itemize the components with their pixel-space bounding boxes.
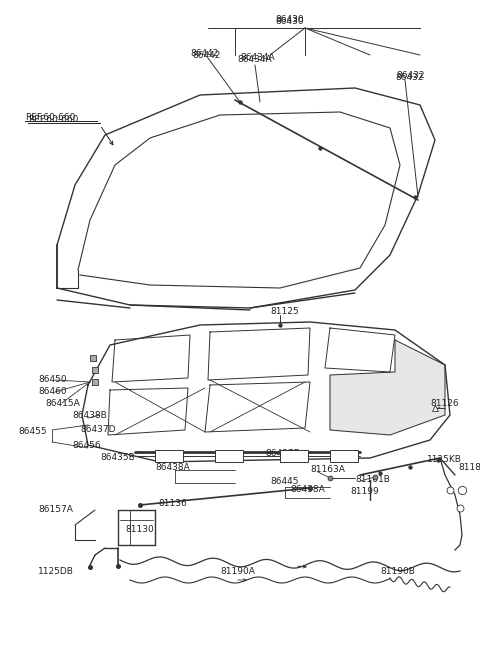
- Text: 86456: 86456: [72, 441, 101, 449]
- Text: 81163A: 81163A: [310, 466, 345, 474]
- Text: 81199: 81199: [350, 487, 379, 496]
- Text: 81136: 81136: [158, 498, 187, 508]
- Text: 86434A: 86434A: [240, 54, 275, 62]
- Text: 81125: 81125: [270, 307, 299, 316]
- Text: 86435B: 86435B: [100, 453, 135, 462]
- Text: 86430: 86430: [276, 18, 304, 26]
- Text: 86437D: 86437D: [265, 449, 300, 457]
- FancyBboxPatch shape: [155, 450, 183, 462]
- Text: 81126: 81126: [430, 398, 458, 407]
- Text: 86445: 86445: [270, 477, 299, 487]
- FancyBboxPatch shape: [280, 450, 308, 462]
- Text: 86415A: 86415A: [45, 398, 80, 407]
- FancyBboxPatch shape: [330, 450, 358, 462]
- Text: 1125KB: 1125KB: [427, 455, 462, 464]
- Text: 81180: 81180: [458, 464, 480, 472]
- Text: 86432: 86432: [396, 71, 424, 81]
- Text: 86442: 86442: [190, 48, 218, 58]
- Text: 81161B: 81161B: [355, 476, 390, 485]
- Text: 86157A: 86157A: [38, 506, 73, 514]
- Text: 81130: 81130: [125, 525, 154, 534]
- Text: 81190B: 81190B: [380, 567, 415, 576]
- Text: 86442: 86442: [192, 50, 220, 60]
- Text: 81190A: 81190A: [220, 567, 255, 576]
- Text: 86438B: 86438B: [72, 411, 107, 421]
- Text: 86450: 86450: [38, 375, 67, 384]
- Text: 86438A: 86438A: [155, 462, 190, 472]
- Text: 86455: 86455: [18, 428, 47, 436]
- Text: REF.60-660: REF.60-660: [28, 115, 78, 124]
- Text: REF.60-660: REF.60-660: [25, 113, 75, 122]
- Text: 86460: 86460: [38, 388, 67, 396]
- Polygon shape: [330, 340, 445, 435]
- FancyBboxPatch shape: [215, 450, 243, 462]
- Text: 86430: 86430: [276, 16, 304, 24]
- Text: 86437D: 86437D: [80, 426, 116, 434]
- Text: 86432: 86432: [395, 73, 423, 83]
- Text: 1125DB: 1125DB: [38, 567, 74, 576]
- Text: 86434A: 86434A: [237, 56, 272, 64]
- Text: 86438A: 86438A: [290, 485, 325, 495]
